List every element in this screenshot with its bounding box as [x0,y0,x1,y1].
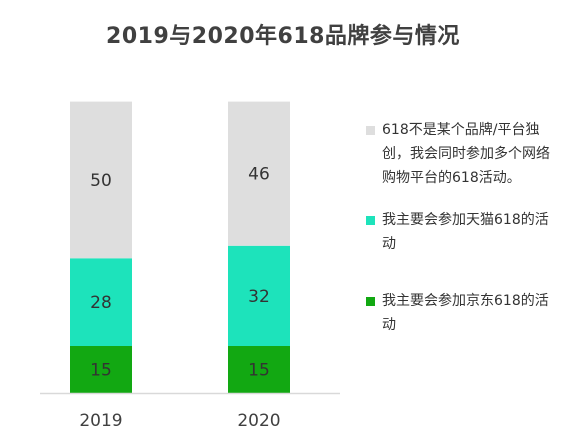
bar-2020-multi-platform [228,101,290,246]
legend-label-multi-platform: 618不是某个品牌/平台独创，我会同时参加多个网络购物平台的618活动。 [382,122,550,186]
data-label-2019-multi-platform: 50 [90,171,112,191]
data-label-2020-multi-platform: 46 [248,165,270,185]
legend-item-tmall: 我主要会参加天猫618的活动 [366,208,561,256]
data-label-2019-jd: 15 [90,361,112,381]
chart-title: 2019与2020年618品牌参与情况 [106,24,460,49]
data-label-2019-tmall: 28 [90,293,112,313]
data-label-2020-jd: 15 [248,361,270,381]
legend-label-tmall: 我主要会参加天猫618的活动 [382,212,549,252]
bar-2019-multi-platform [70,101,132,259]
legend-label-jd: 我主要会参加京东618的活动 [382,293,549,333]
legend-swatch-jd [366,297,375,306]
legend: 618不是某个品牌/平台独创，我会同时参加多个网络购物平台的618活动。 我主要… [366,118,561,337]
bar-2019-tmall [70,258,132,347]
x-tick-label-2019: 2019 [79,411,122,431]
legend-swatch-tmall [366,216,375,225]
data-label-2020-tmall: 32 [248,287,270,307]
bar-2020-tmall [228,245,290,347]
bar-2019-jd [70,346,132,393]
x-tick-label-2020: 2020 [237,411,280,431]
legend-item-multi-platform: 618不是某个品牌/平台独创，我会同时参加多个网络购物平台的618活动。 [366,118,561,190]
bar-2020-jd [228,346,290,393]
legend-swatch-multi-platform [366,126,375,135]
legend-item-jd: 我主要会参加京东618的活动 [366,289,561,337]
